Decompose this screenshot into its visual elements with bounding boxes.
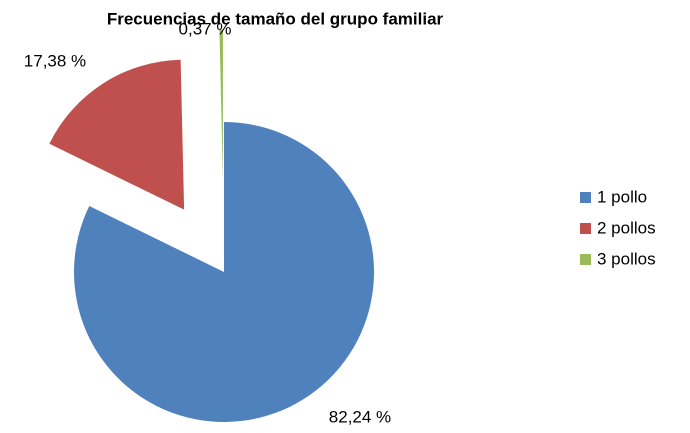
legend-label: 2 pollos: [597, 218, 656, 237]
pie-slice: [219, 30, 223, 181]
pie-slice: [49, 59, 185, 210]
pie-slice: [74, 122, 375, 422]
data-label: 82,24 %: [329, 407, 391, 426]
chart-title: Frecuencias de tamaño del grupo familiar: [107, 9, 444, 28]
legend-swatch: [580, 223, 591, 234]
data-label: 0,37 %: [179, 19, 232, 38]
legend-swatch: [580, 254, 591, 265]
legend-label: 3 pollos: [597, 249, 656, 268]
labels: 82,24 % 17,38 % 0,37 %: [24, 19, 391, 426]
pie: [49, 30, 375, 422]
legend-swatch: [580, 192, 591, 203]
legend-label: 1 pollo: [597, 187, 647, 206]
data-label: 17,38 %: [24, 51, 86, 70]
